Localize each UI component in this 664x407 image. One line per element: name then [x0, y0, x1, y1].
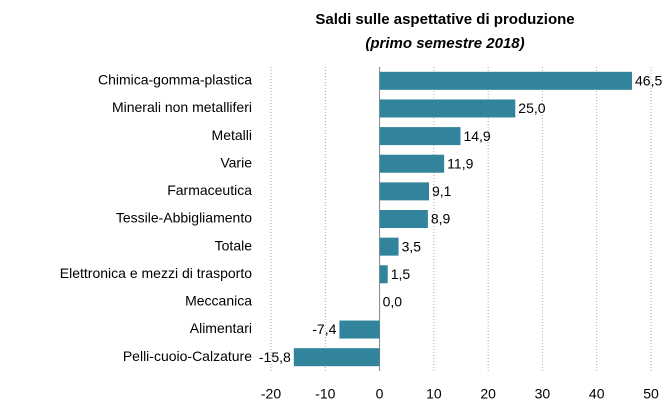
y-tick-label: Metalli: [212, 127, 252, 143]
data-label: 8,9: [431, 211, 451, 227]
data-label: 46,5: [635, 73, 662, 89]
data-label: 11,9: [447, 155, 473, 171]
bar: [379, 99, 516, 118]
y-tick-label: Minerali non metalliferi: [112, 99, 252, 115]
data-label: 1,5: [391, 266, 411, 282]
bar: [339, 320, 380, 339]
x-tick-label: 50: [643, 386, 659, 402]
y-tick-label: Pelli-cuoio-Calzature: [123, 348, 252, 364]
y-tick-label: Tessile-Abbigliamento: [116, 210, 252, 226]
x-tick-label: 10: [426, 386, 442, 402]
x-tick-label: 20: [480, 386, 496, 402]
chart-subtitle: (primo semestre 2018): [365, 35, 524, 52]
x-tick-label: 0: [376, 386, 384, 402]
y-tick-label: Farmaceutica: [167, 182, 252, 198]
bar: [379, 71, 632, 90]
y-tick-label: Elettronica e mezzi di trasporto: [60, 265, 252, 281]
bar: [379, 265, 388, 284]
x-tick-label: 40: [589, 386, 605, 402]
bar: [293, 348, 380, 367]
y-tick-label: Meccanica: [185, 293, 252, 309]
y-tick-label: Alimentari: [190, 320, 252, 336]
x-tick-label: 30: [535, 386, 551, 402]
bar: [379, 182, 429, 201]
chart-title: Saldi sulle aspettative di produzione: [315, 11, 574, 28]
x-tick-label: -10: [315, 386, 335, 402]
y-tick-label: Chimica-gomma-plastica: [98, 72, 252, 88]
bar: [379, 210, 428, 228]
bar: [379, 237, 399, 256]
data-label: 25,0: [518, 100, 545, 116]
data-label: 3,5: [402, 238, 422, 254]
bar: [379, 127, 461, 146]
data-label: -15,8: [259, 349, 291, 365]
data-label: 9,1: [432, 183, 452, 199]
x-tick-label: -20: [261, 386, 281, 402]
y-tick-label: Totale: [215, 237, 253, 253]
data-label: 0,0: [383, 294, 403, 310]
bar: [379, 154, 445, 173]
data-label: -7,4: [312, 321, 336, 337]
y-tick-label: Varie: [220, 154, 252, 170]
data-label: 14,9: [463, 128, 490, 144]
